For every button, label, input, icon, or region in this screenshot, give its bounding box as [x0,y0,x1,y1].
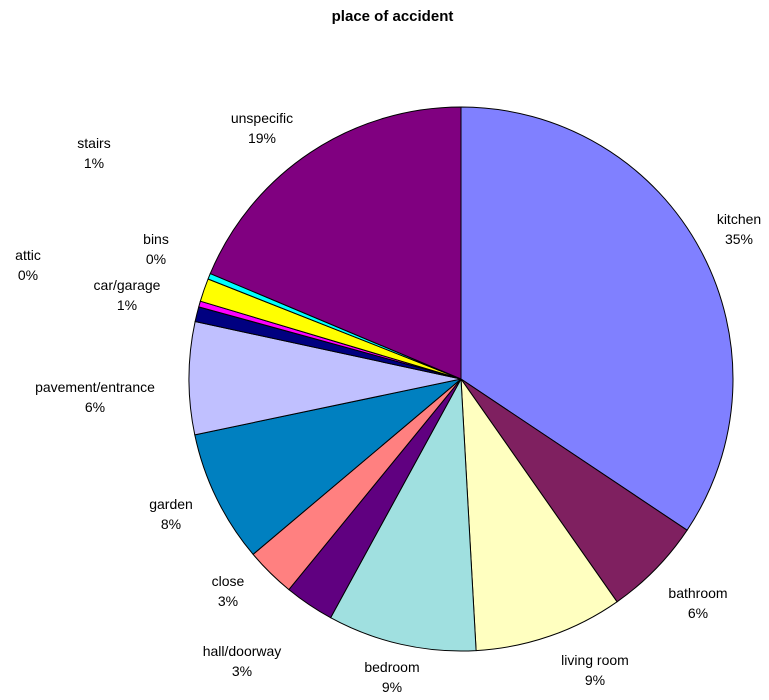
slice-value-car-garage: 1% [117,297,137,313]
pie-slice-unspecific [209,106,462,380]
slice-value-attic: 0% [18,267,38,283]
slice-label-bedroom: bedroom [364,659,419,675]
slice-value-garden: 8% [161,516,181,532]
slice-label-hall-doorway: hall/doorway [203,643,282,659]
slice-label-stairs: stairs [77,135,110,151]
slice-label-bathroom: bathroom [668,585,727,601]
pie-slice-living-room [460,378,618,652]
labels-layer: kitchen 35% bathroom 6% living room 9% bedroom… [15,110,761,695]
chart-title: place of accident [331,8,454,25]
pie-slice-garden [194,378,462,555]
slice-label-pavement-entrance: pavement/entrance [35,379,155,395]
slice-label-living-room: living room [561,652,629,668]
slice-label-attic: attic [15,247,41,263]
slice-value-bins: 0% [146,251,166,267]
slice-label-kitchen: kitchen [717,211,761,227]
slice-value-kitchen: 35% [725,231,753,247]
slice-value-pavement-entrance: 6% [85,399,105,415]
pie-slice-bedroom [330,378,477,652]
slice-label-bins: bins [143,231,169,247]
slices-layer [188,106,734,652]
slice-label-unspecific: unspecific [231,110,293,126]
slice-value-unspecific: 19% [248,130,276,146]
slice-value-hall-doorway: 3% [232,663,252,679]
pie-slice-pavement-entrance [188,321,462,436]
slice-value-bedroom: 9% [382,679,402,695]
slice-value-close: 3% [218,593,238,609]
slice-label-garden: garden [149,496,193,512]
slice-label-car-garage: car/garage [94,277,161,293]
slice-value-stairs: 1% [84,155,104,171]
slice-value-bathroom: 6% [688,605,708,621]
slice-label-close: close [212,573,245,589]
slice-value-living-room: 9% [585,672,605,688]
